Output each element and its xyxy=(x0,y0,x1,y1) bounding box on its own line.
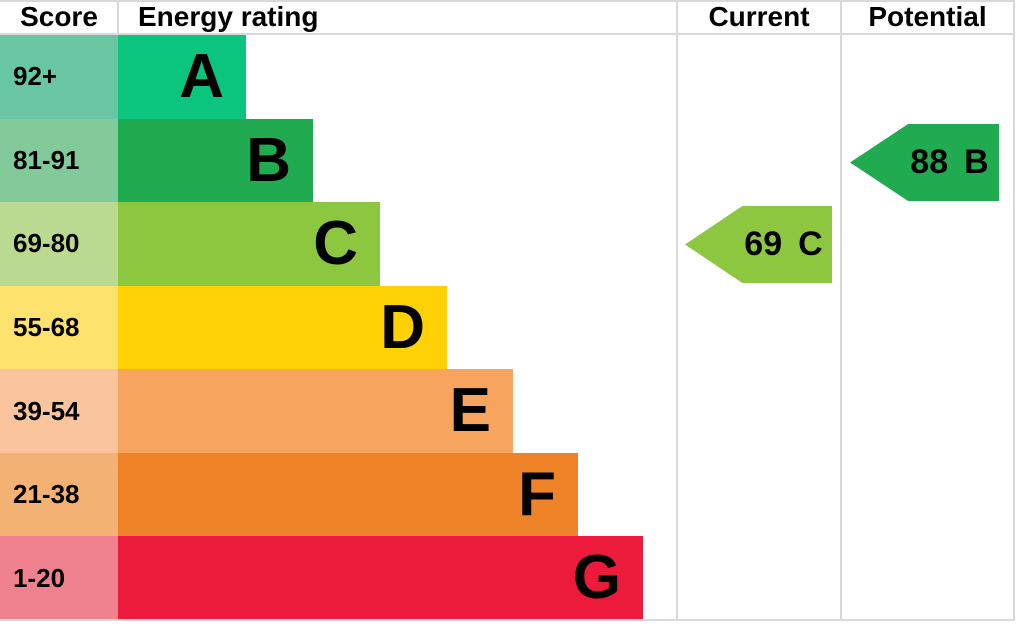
potential-header-label: Potential xyxy=(868,1,987,32)
score-column-divider xyxy=(117,0,119,35)
band-score-range: 1-20 xyxy=(0,536,118,620)
current-rating-value: 69 xyxy=(744,225,783,263)
current-rating-band: C xyxy=(798,225,823,263)
band-bar-a: A xyxy=(118,35,246,119)
band-row-a: 92+ A xyxy=(0,35,1014,119)
column-header-score: Score xyxy=(0,0,118,34)
current-header-label: Current xyxy=(708,1,810,32)
band-row-e: 39-54 E xyxy=(0,369,1014,453)
band-bar-g: G xyxy=(118,536,643,620)
band-score-range: 21-38 xyxy=(0,452,118,537)
band-bar-e: E xyxy=(118,369,513,453)
column-header-potential: Potential xyxy=(841,0,1014,34)
column-header-current: Current xyxy=(677,0,841,34)
current-column-divider xyxy=(676,0,678,621)
table-right-border xyxy=(1013,0,1015,621)
potential-rating-value: 88 xyxy=(910,143,949,181)
band-bar-f: F xyxy=(118,452,578,537)
band-row-c: 69-80 C xyxy=(0,202,1014,286)
band-score-range: 69-80 xyxy=(0,202,118,286)
band-bar-c: C xyxy=(118,202,380,286)
band-row-d: 55-68 D xyxy=(0,285,1014,370)
score-header-label: Score xyxy=(20,1,98,32)
band-score-range: 92+ xyxy=(0,35,118,119)
band-score-range: 55-68 xyxy=(0,285,118,370)
band-bar-b: B xyxy=(118,118,313,203)
band-score-range: 81-91 xyxy=(0,118,118,203)
band-score-range: 39-54 xyxy=(0,369,118,453)
table-bottom-border xyxy=(0,619,1014,621)
band-row-f: 21-38 F xyxy=(0,452,1014,537)
potential-column-divider xyxy=(840,0,842,621)
potential-rating-band: B xyxy=(964,143,989,181)
column-header-energy-rating: Energy rating xyxy=(118,0,676,34)
header-bottom-border xyxy=(0,33,1014,35)
band-bar-d: D xyxy=(118,285,447,370)
rating-bands: 92+ A 81-91 B 69-80 C 55-68 D 39-54 E 21… xyxy=(0,35,1014,620)
energy-rating-header-label: Energy rating xyxy=(138,1,319,32)
band-row-g: 1-20 G xyxy=(0,536,1014,620)
band-row-b: 81-91 B xyxy=(0,118,1014,203)
table-top-border xyxy=(0,0,1014,2)
